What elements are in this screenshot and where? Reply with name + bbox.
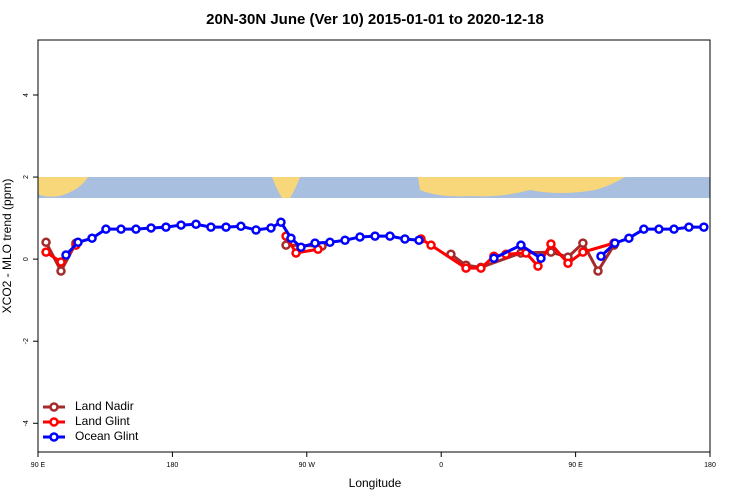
data-point bbox=[176, 220, 186, 230]
data-point bbox=[191, 219, 201, 230]
data-point bbox=[476, 263, 486, 273]
data-point bbox=[276, 217, 286, 227]
data-point bbox=[596, 251, 606, 262]
data-point bbox=[461, 263, 471, 273]
data-point bbox=[684, 222, 694, 232]
data-point bbox=[221, 222, 231, 232]
data-point bbox=[516, 240, 526, 250]
plot-frame bbox=[37, 39, 711, 453]
x-tick-label: 180 bbox=[167, 462, 179, 469]
data-point bbox=[624, 233, 634, 243]
data-point bbox=[236, 221, 246, 232]
data-point bbox=[325, 237, 335, 248]
y-tick-label: 4 bbox=[23, 93, 30, 97]
data-point bbox=[639, 224, 649, 234]
data-point bbox=[206, 222, 216, 232]
data-point bbox=[370, 231, 380, 241]
data-point bbox=[385, 231, 395, 241]
y-tick-label: -2 bbox=[23, 338, 30, 344]
legend-label: Land Glint bbox=[75, 414, 130, 428]
x-tick-label: 90 E bbox=[31, 462, 46, 469]
data-point bbox=[41, 247, 51, 257]
legend-marker bbox=[49, 432, 59, 442]
data-point bbox=[593, 266, 603, 276]
data-point bbox=[578, 247, 588, 257]
chart-title: 20N-30N June (Ver 10) 2015-01-01 to 2020… bbox=[206, 11, 544, 28]
x-axis-label: Longitude bbox=[349, 476, 402, 490]
legend-label: Ocean Glint bbox=[75, 429, 139, 443]
data-point bbox=[610, 238, 620, 248]
data-point bbox=[87, 233, 97, 243]
data-point bbox=[699, 222, 709, 232]
data-point bbox=[400, 234, 410, 244]
map-land bbox=[38, 177, 88, 197]
data-point bbox=[286, 233, 296, 243]
map-land bbox=[418, 177, 625, 197]
data-point bbox=[101, 224, 111, 234]
data-point bbox=[355, 232, 365, 242]
data-point bbox=[131, 224, 141, 234]
x-tick-label: 90 W bbox=[299, 462, 316, 469]
x-tick-label: 180 bbox=[704, 462, 716, 469]
data-point bbox=[41, 237, 51, 248]
data-point bbox=[340, 235, 350, 246]
data-point bbox=[578, 238, 588, 248]
data-point bbox=[669, 224, 679, 234]
y-tick-label: 0 bbox=[23, 257, 30, 261]
data-point bbox=[61, 250, 71, 260]
data-point bbox=[266, 223, 276, 233]
data-point bbox=[654, 224, 664, 234]
data-point bbox=[296, 242, 306, 252]
data-point bbox=[310, 238, 320, 248]
data-point bbox=[161, 222, 171, 232]
data-point bbox=[56, 257, 66, 267]
data-point bbox=[73, 237, 83, 248]
legend-marker bbox=[49, 402, 59, 412]
y-axis-label: XCO2 - MLO trend (ppm) bbox=[0, 179, 14, 314]
data-point bbox=[291, 248, 301, 258]
data-point bbox=[56, 266, 66, 276]
legend-label: Land Nadir bbox=[75, 399, 134, 413]
data-point bbox=[489, 253, 499, 264]
data-point bbox=[116, 224, 126, 234]
data-point bbox=[563, 258, 573, 268]
data-point bbox=[251, 225, 261, 235]
data-point bbox=[281, 240, 291, 250]
map-land bbox=[272, 177, 300, 198]
data-point bbox=[546, 239, 556, 249]
y-tick-label: -4 bbox=[23, 420, 30, 426]
map-strip bbox=[38, 177, 710, 198]
data-point bbox=[533, 261, 543, 271]
x-tick-label: 0 bbox=[439, 462, 443, 469]
x-tick-label: 90 E bbox=[568, 462, 583, 469]
legend-marker bbox=[49, 417, 59, 427]
data-point bbox=[414, 235, 424, 246]
data-point bbox=[426, 240, 436, 250]
y-tick-label: 2 bbox=[23, 175, 30, 179]
data-point bbox=[146, 223, 156, 233]
data-point bbox=[536, 253, 546, 264]
